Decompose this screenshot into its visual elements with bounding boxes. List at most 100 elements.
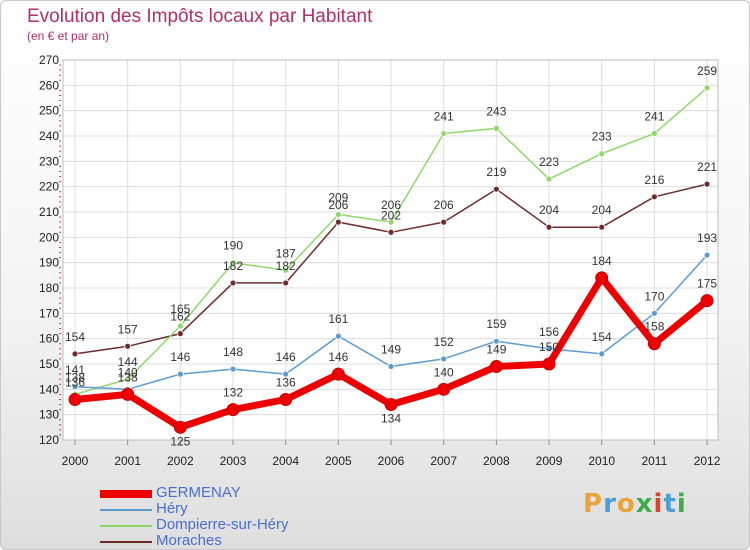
proxiti-logo: Proxiti: [583, 489, 687, 519]
data-point: [331, 367, 345, 381]
data-label: 170: [644, 289, 664, 303]
legend-swatch: [100, 490, 152, 498]
data-point: [176, 370, 184, 378]
data-point: [68, 392, 82, 406]
data-label: 202: [381, 208, 401, 222]
x-tick-label: 2008: [483, 454, 510, 468]
data-label: 140: [434, 365, 454, 379]
legend-swatch: [100, 525, 152, 527]
plot-border: [62, 59, 719, 441]
x-tick-label: 2005: [325, 454, 352, 468]
x-tick-label: 2002: [167, 454, 194, 468]
data-label: 243: [486, 104, 506, 118]
y-tick-label: 270: [39, 53, 59, 67]
data-label: 141: [65, 363, 85, 377]
data-label: 138: [65, 370, 85, 384]
data-point: [226, 403, 240, 417]
data-point: [647, 337, 661, 351]
data-point: [598, 223, 606, 231]
y-tick-label: 190: [39, 256, 59, 270]
data-label: 216: [644, 173, 664, 187]
data-point: [176, 330, 184, 338]
data-label: 146: [328, 350, 348, 364]
axes: 120 130 140 150 160 170 180 190 200 210 220 230 240 2…: [39, 53, 721, 468]
data-label: 219: [486, 165, 506, 179]
y-tick-label: 260: [39, 78, 59, 92]
x-tick-label: 2009: [536, 454, 563, 468]
logo-letter: i: [676, 489, 687, 519]
data-label: 146: [170, 350, 190, 364]
x-tick-label: 2001: [114, 454, 141, 468]
x-tick-label: 2000: [62, 454, 89, 468]
legend-label: Moraches: [156, 532, 222, 549]
data-label: 158: [644, 320, 664, 334]
data-point: [279, 392, 293, 406]
data-label: 206: [434, 198, 454, 212]
y-tick-label: 220: [39, 180, 59, 194]
x-tick-label: 2011: [641, 454, 667, 468]
data-label: 233: [592, 130, 612, 144]
x-tick-label: 2006: [378, 454, 405, 468]
y-tick-label: 180: [39, 281, 59, 295]
x-tick-label: 2003: [220, 454, 247, 468]
data-point: [598, 350, 606, 358]
data-label: 148: [223, 345, 243, 359]
logo-letter: P: [583, 489, 604, 519]
data-point: [595, 271, 609, 285]
data-label: 149: [486, 343, 506, 357]
data-label: 184: [592, 254, 612, 268]
data-label: 154: [65, 330, 85, 344]
data-point: [121, 387, 135, 401]
y-tick-label: 250: [39, 104, 59, 118]
data-label: 182: [276, 259, 296, 273]
y-tick-label: 170: [39, 306, 59, 320]
data-point: [440, 130, 448, 137]
legend-label: Héry: [156, 500, 188, 517]
data-point: [700, 294, 714, 308]
data-label: 150: [539, 340, 559, 354]
data-point: [334, 211, 342, 218]
data-point: [542, 357, 556, 371]
data-point: [492, 337, 500, 345]
data-label: 154: [592, 330, 612, 344]
data-point: [384, 398, 398, 412]
data-point: [71, 383, 79, 391]
data-label: 136: [65, 375, 85, 389]
y-tick-label: 140: [39, 382, 59, 396]
chart-title: Evolution des Impôts locaux par Habitant: [27, 6, 373, 27]
data-label: 175: [697, 277, 717, 291]
logo-letter: t: [663, 489, 677, 519]
data-label: 221: [697, 160, 717, 174]
legend-label: GERMENAY: [156, 484, 241, 501]
data-point: [71, 350, 79, 358]
data-point: [176, 322, 184, 330]
y-tick-label: 210: [39, 205, 59, 219]
logo-letter: o: [616, 489, 636, 519]
data-point: [229, 259, 237, 267]
data-point: [282, 370, 290, 378]
data-label: 156: [539, 325, 559, 339]
plot-area: [63, 60, 718, 440]
data-label: 140: [118, 365, 138, 379]
data-point: [545, 223, 553, 231]
data-label: 161: [328, 312, 348, 326]
x-tick-label: 2010: [588, 454, 615, 468]
data-point: [334, 332, 342, 340]
data-label: 149: [381, 343, 401, 357]
data-point: [282, 279, 290, 287]
data-point: [650, 309, 658, 317]
data-point: [173, 420, 187, 434]
data-point: [598, 150, 606, 158]
data-label: 165: [170, 302, 190, 316]
data-point: [440, 355, 448, 363]
y-tick-label: 130: [39, 408, 59, 422]
data-label: 134: [381, 412, 401, 426]
data-point: [124, 375, 132, 383]
data-point: [650, 130, 658, 137]
data-label: 157: [118, 322, 138, 336]
logo-letter: x: [635, 489, 654, 519]
data-point: [124, 342, 132, 350]
data-point: [492, 124, 500, 132]
data-point: [545, 345, 553, 353]
